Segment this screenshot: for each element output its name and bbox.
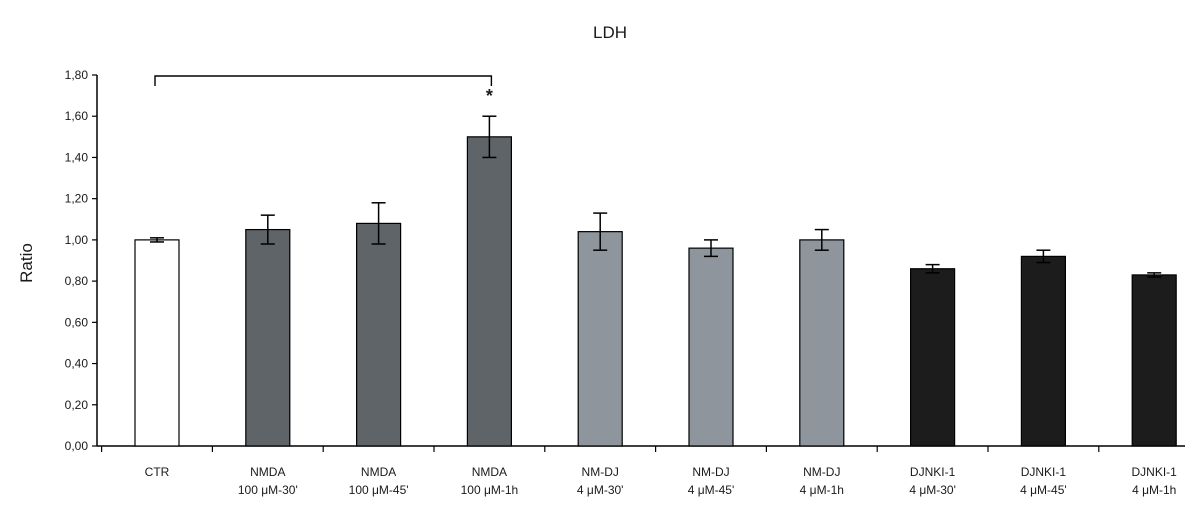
y-tick-label: 1,80 [65,68,89,82]
x-tick-label: NMDA [361,465,396,479]
y-tick-label: 0,00 [65,439,89,453]
significance-annotation: * [154,75,493,106]
y-tick-label: 1,40 [65,150,89,164]
bar [356,222,402,447]
x-tick-label: NMDA [250,465,285,479]
bar [1020,255,1067,447]
y-tick-label: 0,80 [65,274,89,288]
error-bar [150,237,164,243]
y-tick-label: 0,20 [65,398,89,412]
error-bar [371,202,386,245]
x-tick-label: 100 μM-30' [238,483,298,497]
x-tick-label: NMDA [472,465,507,479]
bar [134,239,180,447]
error-bar [814,228,829,251]
y-axis: 0,00 0,20 0,40 0,60 0,80 1,00 1,20 1,40 1,60 1,80 [65,68,98,453]
x-tick-label: CTR [145,465,170,479]
bar [466,136,512,447]
x-tick-label: 4 μM-1h [800,483,844,497]
error-bar [1036,249,1051,264]
significance-marker: * [486,86,493,106]
x-tick-label: 100 μM-1h [461,483,519,497]
x-axis: CTR NMDA 100 μM-30' NMDA 100 μM-45' NMDA 100 μ… [97,445,1185,497]
x-tick-label: DJNKI-1 [910,465,956,479]
x-tick-label: DJNKI-1 [1021,465,1067,479]
error-bar [1147,272,1162,278]
y-tick-label: 0,60 [65,315,89,329]
x-tick-label: 4 μM-45' [1020,483,1067,497]
error-bar [704,239,718,258]
x-tick-label: 4 μM-1h [1132,483,1176,497]
x-tick-label: 4 μM-30' [909,483,956,497]
significance-bracket [154,75,493,86]
x-tick-label: NM-DJ [582,465,619,479]
bar [1131,274,1177,447]
error-bar [482,115,497,159]
bar [577,231,623,447]
error-bar [260,214,275,245]
y-tick-label: 1,00 [65,233,89,247]
bar [909,268,956,447]
y-axis-label: Ratio [17,243,36,283]
x-tick-label: 4 μM-45' [688,483,735,497]
bar [799,239,845,447]
bars [134,136,1177,447]
bar [245,228,291,447]
x-tick-label: NM-DJ [692,465,729,479]
bar [688,247,734,447]
x-tick-label: DJNKI-1 [1132,465,1178,479]
y-tick-label: 0,40 [65,357,89,371]
error-bar [593,212,608,251]
x-tick-label: 4 μM-30' [577,483,624,497]
x-tick-label: NM-DJ [803,465,840,479]
error-bars [150,115,1162,278]
x-tick-label: 100 μM-45' [349,483,409,497]
error-bar [925,263,940,274]
y-tick-label: 1,20 [65,192,89,206]
y-tick-label: 1,60 [65,109,89,123]
chart-title: LDH [593,23,627,42]
